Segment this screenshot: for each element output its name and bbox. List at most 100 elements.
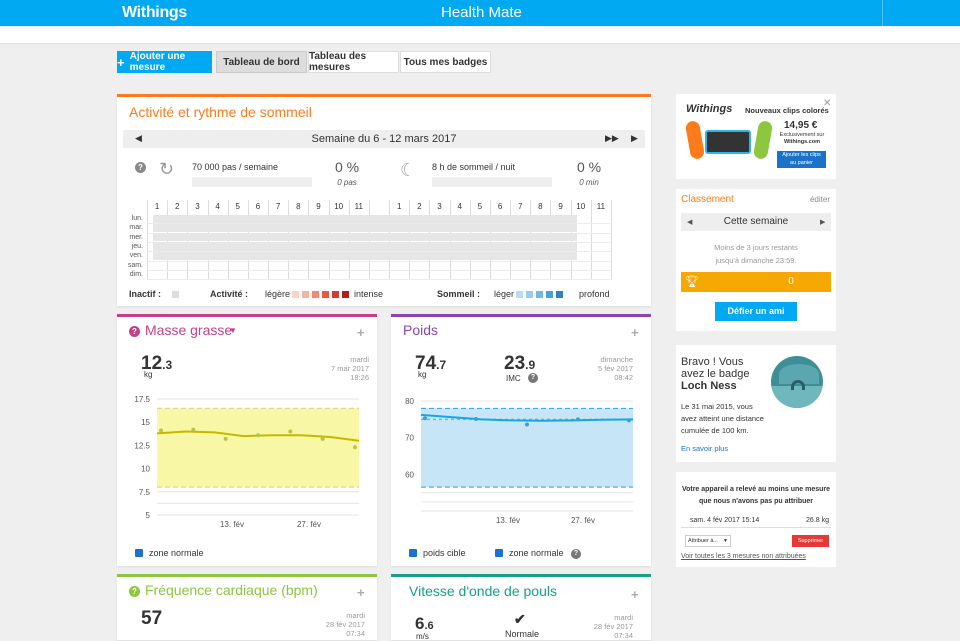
- heart-date: 28 fév 2017: [325, 620, 365, 629]
- pulse-value-int: 6: [415, 614, 425, 633]
- ranking-edit-link[interactable]: éditer: [809, 195, 830, 204]
- badge-hills: [779, 364, 819, 384]
- data-point: [191, 427, 196, 432]
- last-week-icon[interactable]: ▶▶: [605, 133, 619, 143]
- prev-week-icon[interactable]: ◀: [135, 133, 142, 143]
- pulse-value-dec: .6: [424, 620, 434, 632]
- help-icon[interactable]: ?: [135, 162, 146, 173]
- heart-rate-value: 57: [141, 608, 163, 629]
- heart-help-icon[interactable]: ?: [129, 586, 140, 597]
- heart-add-icon[interactable]: +: [357, 585, 365, 600]
- unassigned-message: Votre appareil a relevé au moins une mes…: [676, 484, 836, 508]
- badge-desc2: avez atteint une distance: [681, 414, 764, 423]
- grid-vline: [590, 200, 592, 280]
- legend-intense-label: intense: [354, 289, 384, 299]
- add-measure-button[interactable]: + Ajouter une mesure: [117, 51, 212, 73]
- activity-sleep-title: Activité et rythme de sommeil: [129, 104, 312, 120]
- delete-measure-button[interactable]: Supprimer: [792, 535, 829, 547]
- badge-desc1: Le 31 mai 2015, vous: [681, 402, 753, 411]
- steps-percent: 0 %: [334, 159, 360, 175]
- weight-target-legend[interactable]: poids cible: [409, 548, 466, 558]
- add-clips-to-cart-button[interactable]: Ajouter les clips au panier: [777, 151, 826, 168]
- fat-zone-checkbox[interactable]: [135, 549, 143, 557]
- x-tick-label: 13. fév: [220, 520, 244, 529]
- orange-clip: [684, 120, 706, 160]
- grid-vline: [147, 200, 148, 280]
- fat-legend[interactable]: zone normale: [135, 548, 204, 558]
- ad-exclusive: Exclusivement sur Withings.com: [773, 132, 831, 146]
- bmi-help-icon[interactable]: ?: [528, 373, 538, 383]
- steps-progress-bar: [192, 177, 312, 187]
- tab-dashboard[interactable]: Tableau de bord: [216, 51, 307, 73]
- weight-legend-help-icon[interactable]: ?: [571, 549, 581, 559]
- heart-rate-title[interactable]: Fréquence cardiaque (bpm): [145, 582, 318, 598]
- steps-icon: ↻: [159, 159, 175, 179]
- badge-water: [771, 386, 823, 408]
- fat-help-icon[interactable]: ?: [129, 326, 140, 337]
- weight-unit: kg: [418, 370, 427, 379]
- hour-label: 6: [497, 202, 503, 211]
- pulse-time: 07:34: [614, 631, 633, 640]
- day-label: mar.: [129, 224, 143, 232]
- bmi-value-dec: .9: [525, 358, 536, 372]
- weight-zone-checkbox[interactable]: [495, 549, 503, 557]
- ranking-card: Classement éditer ◀ Cette semaine ▶ Moin…: [676, 189, 836, 331]
- assign-select-value: Attribuer à...: [688, 538, 718, 544]
- badge-line1: Bravo ! Vous: [681, 356, 744, 368]
- fat-add-icon[interactable]: +: [357, 325, 365, 340]
- ranking-next-icon[interactable]: ▶: [820, 219, 826, 226]
- data-point: [353, 445, 357, 450]
- badge-more-link[interactable]: En savoir plus: [681, 444, 729, 453]
- y-tick-label: 15: [141, 418, 150, 427]
- ranking-remaining-line1: Moins de 3 jours restants: [714, 243, 798, 252]
- hour-label: 9: [558, 202, 563, 211]
- plus-icon: +: [117, 54, 125, 70]
- top-bar: [0, 0, 882, 26]
- day-label: dim.: [129, 270, 143, 278]
- pulse-add-icon[interactable]: +: [631, 587, 639, 602]
- badge-desc3: cumulée de 100 km.: [681, 426, 749, 435]
- trend-line: [420, 413, 634, 422]
- weight-title[interactable]: Poids: [403, 322, 439, 338]
- hour-label: 1: [396, 202, 402, 211]
- y-tick-label: 12.5: [134, 441, 150, 450]
- pulse-wave-title[interactable]: Vitesse d'onde de pouls: [409, 583, 557, 599]
- hour-label: 4: [215, 202, 220, 211]
- tab-badges[interactable]: Tous mes badges: [400, 51, 491, 73]
- fat-dropdown-icon[interactable]: ▼: [229, 326, 237, 335]
- hour-label: 10: [334, 202, 344, 211]
- top-bar-right-area[interactable]: [882, 0, 960, 26]
- ad-close-icon[interactable]: ✕: [823, 98, 832, 109]
- day-label: sam.: [127, 261, 143, 269]
- assign-select[interactable]: Attribuer à... ▼: [685, 535, 731, 547]
- ad-card[interactable]: Withings Nouveaux clips colorés ✕ 14,95 …: [676, 94, 836, 179]
- challenge-friend-button[interactable]: Défier un ami: [715, 302, 797, 321]
- weight-time: 08:42: [614, 373, 633, 382]
- next-week-icon[interactable]: ▶: [631, 133, 638, 143]
- data-point: [423, 416, 427, 421]
- withings-logo[interactable]: Withings: [122, 4, 187, 21]
- clip-devices-image: [684, 118, 774, 162]
- inactive-row: [153, 233, 577, 242]
- badge-description: Le 31 mai 2015, vous avez atteint une di…: [681, 401, 764, 437]
- view-unassigned-link[interactable]: Voir toutes les 3 mesures non attribuées: [681, 553, 806, 560]
- target-checkbox[interactable]: [409, 549, 417, 557]
- green-clip: [752, 120, 774, 160]
- fat-mass-card: ? Masse grasse ▼ + 12.3 kg mardi 7 mar 2…: [117, 314, 377, 566]
- y-tick-label: 80: [405, 397, 414, 406]
- fat-value: 12.3: [141, 353, 172, 375]
- ranking-title: Classement: [681, 194, 734, 205]
- badge-creature: [791, 380, 805, 390]
- tab-measures[interactable]: Tableau des mesures: [308, 51, 399, 73]
- sleep-swatch: [536, 291, 543, 298]
- data-point: [288, 429, 293, 434]
- ranking-prev-icon[interactable]: ◀: [687, 219, 693, 226]
- weight-card: Poids + 74.7 kg 23.9 IMC ? dimanche 5 fé…: [391, 314, 651, 566]
- hour-label: 5: [477, 202, 483, 211]
- hour-label: 8: [296, 202, 301, 211]
- fat-mass-title[interactable]: Masse grasse: [145, 322, 233, 338]
- weight-add-icon[interactable]: +: [631, 325, 639, 340]
- fat-zone-label: zone normale: [149, 548, 204, 558]
- hour-label: 10: [576, 202, 586, 211]
- weight-zone-legend[interactable]: zone normale: [495, 548, 564, 558]
